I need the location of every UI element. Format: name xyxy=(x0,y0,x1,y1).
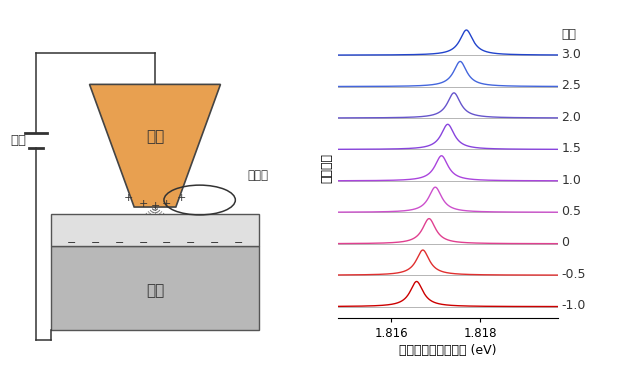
Text: -1.0: -1.0 xyxy=(562,299,586,312)
Text: −: − xyxy=(67,238,76,248)
Text: 0: 0 xyxy=(562,237,570,249)
Text: 静電場: 静電場 xyxy=(247,169,268,182)
Text: 0.5: 0.5 xyxy=(562,205,582,218)
Text: −: − xyxy=(91,238,100,248)
Text: 2.5: 2.5 xyxy=(562,79,582,92)
Text: +: + xyxy=(123,193,133,203)
Text: 2.0: 2.0 xyxy=(562,111,582,124)
Text: −: − xyxy=(138,238,148,248)
Text: +: + xyxy=(162,199,172,209)
Y-axis label: 発光強度: 発光強度 xyxy=(321,153,334,183)
Text: 電圧: 電圧 xyxy=(562,28,577,41)
Text: 基板: 基板 xyxy=(146,284,164,299)
X-axis label: レーザーエネルギー (eV): レーザーエネルギー (eV) xyxy=(399,344,497,357)
Text: −: − xyxy=(115,238,124,248)
Text: 3.0: 3.0 xyxy=(562,48,582,61)
Text: +: + xyxy=(177,193,187,203)
Text: −: − xyxy=(186,238,195,248)
Text: -0.5: -0.5 xyxy=(562,268,586,281)
Text: 1.0: 1.0 xyxy=(562,174,582,187)
Polygon shape xyxy=(89,84,221,207)
Text: 電圧: 電圧 xyxy=(11,134,27,147)
Polygon shape xyxy=(51,246,259,330)
Text: +: + xyxy=(138,199,148,209)
Text: +: + xyxy=(150,201,160,211)
Text: 1.5: 1.5 xyxy=(562,142,582,155)
Polygon shape xyxy=(51,214,259,246)
Text: 探针: 探针 xyxy=(146,130,164,145)
Text: −: − xyxy=(210,238,219,248)
Text: −: − xyxy=(234,238,243,248)
Text: −: − xyxy=(162,238,172,248)
